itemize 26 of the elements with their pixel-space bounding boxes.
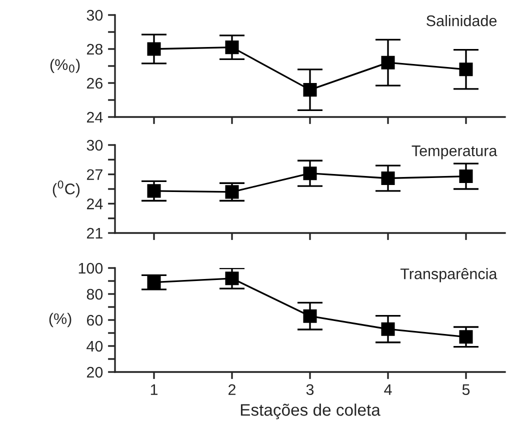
y-tick-label: 80 — [86, 288, 103, 300]
x-tick-label: 3 — [306, 384, 314, 396]
x-tick-label: 2 — [228, 384, 236, 395]
y-tick-label: 27 — [86, 169, 102, 180]
x-axis-title: Estações de coleta — [240, 404, 380, 420]
x-tick-label: 4 — [384, 384, 392, 395]
y-axis-title: (%$_{0}$) — [50, 58, 80, 74]
y-tick-label: 24 — [86, 198, 103, 210]
y-tick-label: 100 — [78, 262, 103, 274]
y-tick-label: 26 — [86, 78, 103, 89]
y-axis-title: (%) — [49, 312, 72, 328]
annotation: Temperatura — [412, 146, 498, 160]
y-tick-label: 60 — [86, 314, 103, 326]
y-tick-label: 40 — [86, 340, 103, 352]
annotation: Transparência — [400, 268, 498, 282]
x-tick-label: 1 — [150, 384, 158, 395]
y-tick-label: 20 — [86, 366, 103, 378]
y-axis-title: ($^{0}$C) — [52, 180, 80, 198]
y-tick-label: 24 — [86, 112, 103, 123]
y-tick-label: 30 — [86, 140, 103, 151]
y-tick-label: 30 — [86, 10, 103, 21]
y-tick-label: 21 — [86, 228, 102, 239]
y-tick-label: 28 — [86, 44, 103, 55]
annotation: Salinidade — [426, 15, 497, 26]
point — [147, 42, 161, 56]
x-tick-label: 5 — [462, 384, 470, 396]
